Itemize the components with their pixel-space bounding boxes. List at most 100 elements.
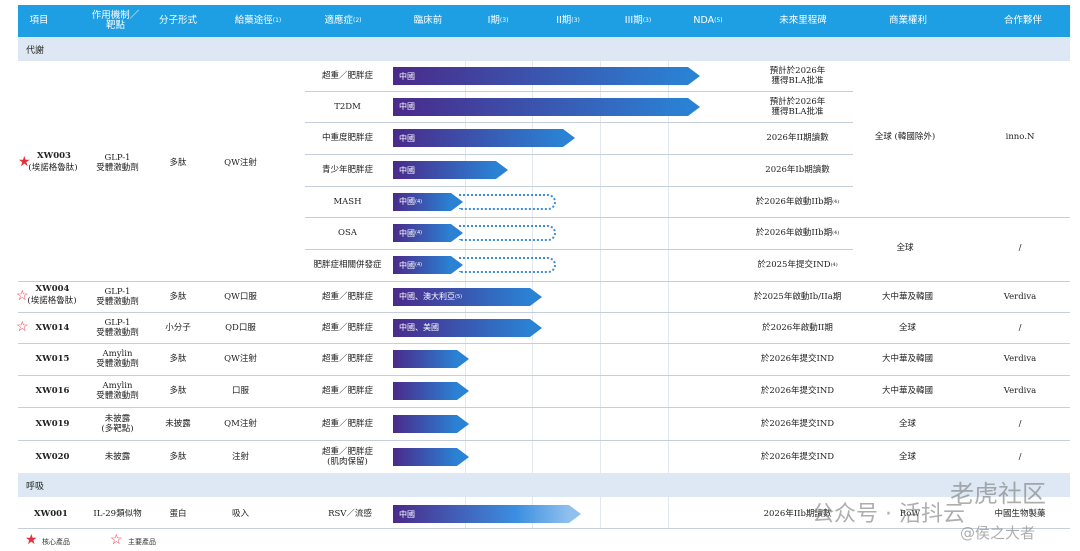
divider: [18, 281, 1070, 282]
molecule-xw003: 多肽: [169, 158, 187, 168]
progress-bar-region: [393, 447, 457, 466]
divider: [18, 343, 1070, 344]
rights-label: 大中華及韓國: [881, 291, 933, 302]
milestone-label: 於2026年提交IND: [760, 386, 835, 396]
indication-label: 超重／肥胖症 (肌肉保留): [321, 446, 373, 467]
progress-bar-region: 中國、澳大利亞 (5): [393, 287, 530, 306]
rights-label: 全球: [898, 322, 916, 333]
milestone-label: 預計於2026年 獲得BLA批准: [745, 61, 850, 91]
product-name-xw003: XW003: [37, 151, 71, 161]
route-label: QD口服: [225, 322, 256, 333]
progress-bar: 中國、澳大利亞 (5): [393, 287, 542, 306]
arrow-head: [530, 287, 542, 306]
milestone-label: 2026年II期讀數: [745, 122, 850, 154]
divider: [305, 186, 853, 187]
divider: [18, 312, 1070, 313]
arrow-head: [688, 97, 700, 116]
section-metabolic: 代謝: [18, 37, 1070, 61]
milestone-text: 於2025年提交IND: [757, 260, 831, 270]
milestone-text: 於2026年啟動IIb期: [755, 228, 833, 238]
header-phase1: I期 (3): [487, 15, 509, 26]
arrow-head: [530, 318, 542, 337]
partner-label: /: [1018, 322, 1022, 333]
route-xw003: QW注射: [224, 158, 257, 168]
molecule-label: 未披露: [165, 418, 191, 429]
divider: [18, 440, 1070, 441]
progress-bar-region: 中國: [393, 129, 563, 147]
indication-label: 超重／肥胖症: [321, 354, 373, 364]
milestone-text: 於2026年啟動IIb期: [755, 196, 833, 207]
rights-xw001: RoW: [899, 509, 921, 519]
milestone-text: 2026年Ib期讀數: [765, 165, 830, 175]
divider: [600, 496, 601, 528]
indication-xw001: RSV／流感: [328, 509, 372, 519]
divider: [18, 528, 1070, 529]
arrow-head: [563, 129, 575, 147]
key-product-star-outline-icon: ☆: [16, 319, 29, 335]
progress-bar: 中國: [393, 161, 508, 179]
core-product-star-icon: ★: [18, 154, 31, 170]
milestone-label: 2026年Ib期讀數: [745, 154, 850, 186]
indication-label: 超重／肥胖症: [321, 291, 373, 302]
progress-bar-region: 中國 (4): [393, 256, 451, 274]
header-mechanism: 作用機制／ 靶點: [91, 10, 140, 31]
mechanism-xw001: IL-29類似物: [93, 509, 142, 519]
progress-bar: [393, 414, 469, 433]
progress-bar-region-note: (5): [455, 293, 463, 300]
divider: [305, 217, 853, 218]
header-project: 項目: [29, 15, 49, 26]
header-rights: 商業權利: [888, 15, 927, 26]
partner-label: /: [1018, 418, 1022, 429]
rights-label: 大中華及韓國: [881, 354, 933, 364]
mechanism-label: Amylin 受體激動劑: [96, 381, 139, 401]
product-name: XW019: [35, 418, 70, 429]
header-milestone: 未來里程碑: [779, 15, 827, 26]
milestone-label: 預計於2026年 獲得BLA批准: [745, 91, 850, 122]
rights-xw003-2: 全球: [896, 243, 914, 253]
planned-progress-outline: [459, 225, 556, 241]
header-phase3: III期 (3): [624, 15, 652, 26]
indication-label: 肥胖症相關併發症: [313, 260, 382, 270]
milestone-text: 2026年II期讀數: [766, 133, 829, 143]
header-nda: NDA (5): [693, 15, 723, 26]
progress-bar-region: 中國: [393, 97, 688, 116]
divider: [532, 61, 533, 473]
milestone-label: 於2026年提交IND: [760, 354, 835, 364]
arrow-head: [457, 350, 469, 368]
indication-label: 超重／肥胖症: [321, 386, 373, 396]
progress-bar: [393, 350, 469, 368]
arrow-head: [457, 382, 469, 400]
route-label: QM注射: [224, 418, 257, 429]
header-partner: 合作夥伴: [1003, 15, 1042, 26]
divider: [600, 61, 601, 473]
indication-label: 超重／肥胖症: [321, 418, 373, 429]
milestone-note: (4): [830, 262, 838, 268]
divider: [305, 154, 853, 155]
progress-bar-region-label: 中國: [399, 228, 415, 238]
milestone-label: 於2025年啟動Ib/IIa期: [753, 291, 842, 302]
route-label: QW注射: [224, 354, 257, 364]
progress-bar-region-label: 中國: [399, 197, 415, 206]
progress-bar-region: [393, 414, 457, 433]
progress-bar-region-note: (4): [415, 262, 423, 268]
partner-xw003-2: /: [1018, 243, 1022, 253]
rights-xw003-1: 全球 (韓國除外): [874, 132, 936, 142]
divider: [668, 496, 669, 528]
progress-bar-xw001: 中國: [393, 505, 581, 523]
arrow-head: [457, 447, 469, 466]
route-label: 注射: [231, 451, 249, 462]
progress-bar: 中國 (4): [393, 192, 463, 211]
indication-label: OSA: [338, 228, 357, 238]
section-respiratory-label: 呼吸: [26, 482, 45, 492]
rights-label: 大中華及韓國: [881, 386, 933, 396]
watermark-line2: 老虎社区: [950, 480, 1046, 508]
milestone-label: 於2025年提交IND (4): [745, 249, 850, 281]
mechanism-label: 未披露 (多靶點): [101, 413, 134, 434]
legend-key: 主要產品: [128, 538, 156, 546]
rights-label: 全球: [898, 418, 916, 429]
partner-label: Verdiva: [1003, 386, 1037, 396]
progress-bar-region-label: 中國: [399, 71, 415, 81]
milestone-text: 預計於2026年 獲得BLA批准: [769, 96, 826, 117]
divider: [305, 249, 853, 250]
progress-bar-region-note: (4): [415, 198, 423, 205]
